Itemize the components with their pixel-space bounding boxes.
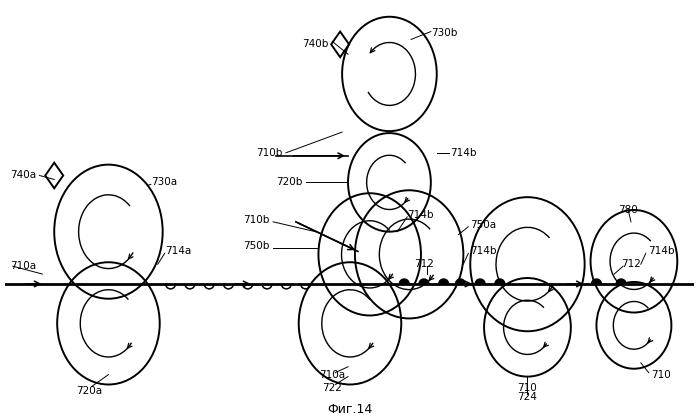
Text: 730a: 730a bbox=[151, 177, 177, 187]
Text: 710a: 710a bbox=[319, 370, 345, 380]
Text: 710b: 710b bbox=[257, 148, 283, 158]
Polygon shape bbox=[591, 279, 601, 284]
Polygon shape bbox=[399, 279, 409, 284]
Text: 720b: 720b bbox=[276, 177, 303, 187]
Text: 714b: 714b bbox=[408, 210, 433, 220]
Text: 720a: 720a bbox=[75, 386, 102, 396]
Polygon shape bbox=[419, 279, 429, 284]
Text: 710a: 710a bbox=[10, 261, 36, 271]
Text: 714a: 714a bbox=[165, 246, 191, 256]
Text: 730b: 730b bbox=[431, 28, 457, 38]
Polygon shape bbox=[617, 279, 626, 284]
Text: Фиг.14: Фиг.14 bbox=[327, 403, 373, 416]
Text: 712: 712 bbox=[621, 259, 641, 269]
Text: 714b: 714b bbox=[451, 148, 477, 158]
Text: 722: 722 bbox=[322, 383, 343, 393]
Text: 712: 712 bbox=[414, 259, 434, 269]
Text: 750b: 750b bbox=[243, 241, 269, 251]
Text: 740b: 740b bbox=[302, 39, 329, 49]
Text: 750a: 750a bbox=[470, 220, 496, 230]
Text: 710: 710 bbox=[517, 383, 538, 393]
Text: 710b: 710b bbox=[243, 215, 269, 225]
Text: 780: 780 bbox=[618, 205, 638, 215]
Text: 710: 710 bbox=[651, 370, 670, 380]
Text: 714b: 714b bbox=[648, 246, 675, 256]
Text: 724: 724 bbox=[517, 392, 538, 402]
Polygon shape bbox=[495, 279, 505, 284]
Text: 714b: 714b bbox=[470, 246, 497, 256]
Polygon shape bbox=[439, 279, 449, 284]
Text: 740a: 740a bbox=[10, 171, 36, 181]
Polygon shape bbox=[475, 279, 485, 284]
Polygon shape bbox=[456, 279, 466, 284]
